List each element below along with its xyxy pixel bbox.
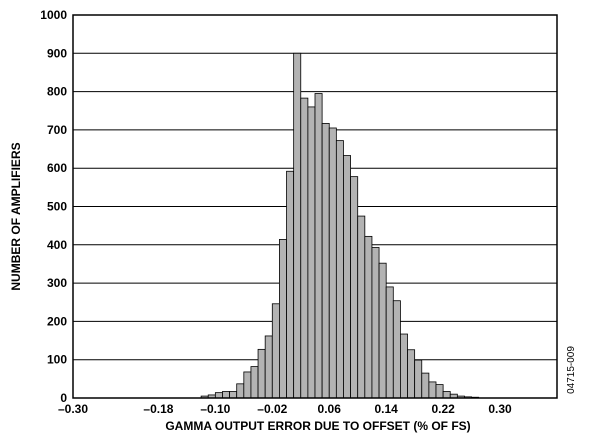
histogram-bar bbox=[307, 106, 316, 399]
histogram-bar bbox=[442, 391, 451, 399]
y-tick-label: 0 bbox=[60, 391, 67, 405]
x-tick-label: 0.22 bbox=[431, 402, 455, 416]
histogram-bar bbox=[378, 262, 387, 399]
y-tick-label: 900 bbox=[47, 46, 67, 60]
histogram-bar bbox=[286, 170, 295, 399]
x-tick-label: –0.10 bbox=[200, 402, 230, 416]
histogram-bar bbox=[279, 239, 287, 399]
histogram-bar bbox=[392, 300, 401, 399]
histogram-bar bbox=[243, 371, 252, 399]
histogram-bar bbox=[335, 140, 344, 399]
histogram-bar bbox=[343, 155, 351, 399]
histogram-bar bbox=[350, 176, 359, 399]
histogram-bar bbox=[257, 348, 266, 399]
histogram-bar bbox=[321, 122, 330, 399]
y-axis-title: NUMBER OF AMPLIFIERS bbox=[9, 142, 23, 290]
histogram-bar bbox=[229, 391, 238, 399]
histogram-bar bbox=[364, 235, 373, 399]
x-tick-label: –0.30 bbox=[58, 402, 88, 416]
y-tick-label: 800 bbox=[47, 85, 67, 99]
histogram-bar bbox=[250, 366, 259, 399]
histogram-bar bbox=[385, 286, 394, 399]
x-axis-ticks: –0.30 –0.18 –0.10 –0.02 0.06 0.14 0.22 0.30 bbox=[58, 402, 512, 416]
histogram-bar bbox=[371, 247, 380, 399]
histogram-bar bbox=[357, 215, 366, 399]
histogram-bar bbox=[271, 303, 280, 399]
figure-id: 04715-009 bbox=[566, 346, 577, 394]
histogram-bar bbox=[435, 384, 444, 399]
histogram-bar bbox=[400, 333, 408, 399]
histogram-bar bbox=[428, 381, 437, 399]
y-tick-label: 1000 bbox=[40, 8, 67, 22]
x-tick-label: 0.06 bbox=[318, 402, 342, 416]
y-tick-label: 700 bbox=[47, 123, 67, 137]
x-tick-label: 0.30 bbox=[488, 402, 512, 416]
x-tick-label: –0.02 bbox=[257, 402, 287, 416]
histogram-bar bbox=[421, 372, 430, 399]
x-tick-label: –0.18 bbox=[143, 402, 173, 416]
y-tick-label: 100 bbox=[47, 353, 67, 367]
histogram-bar bbox=[293, 52, 302, 399]
histogram-bar bbox=[222, 391, 230, 399]
histogram-bar bbox=[328, 127, 337, 399]
histogram-bar bbox=[236, 383, 245, 399]
y-tick-label: 400 bbox=[47, 238, 67, 252]
y-axis-ticks: 0 100 200 300 400 500 600 700 800 900 1000 bbox=[40, 8, 67, 405]
histogram-bar bbox=[264, 335, 273, 399]
histogram-bar bbox=[300, 97, 309, 399]
histogram-bar bbox=[414, 359, 423, 399]
y-tick-label: 300 bbox=[47, 276, 67, 290]
histogram-bar bbox=[314, 93, 323, 399]
x-axis-title: GAMMA OUTPUT ERROR DUE TO OFFSET (% OF F… bbox=[165, 419, 470, 433]
histogram-bar bbox=[407, 349, 416, 399]
y-tick-label: 600 bbox=[47, 161, 67, 175]
plot-frame bbox=[72, 14, 558, 399]
histogram-bar bbox=[214, 392, 223, 399]
x-tick-label: 0.14 bbox=[374, 402, 398, 416]
y-tick-label: 200 bbox=[47, 314, 67, 328]
y-tick-label: 500 bbox=[47, 200, 67, 214]
histogram-bars bbox=[200, 52, 480, 399]
